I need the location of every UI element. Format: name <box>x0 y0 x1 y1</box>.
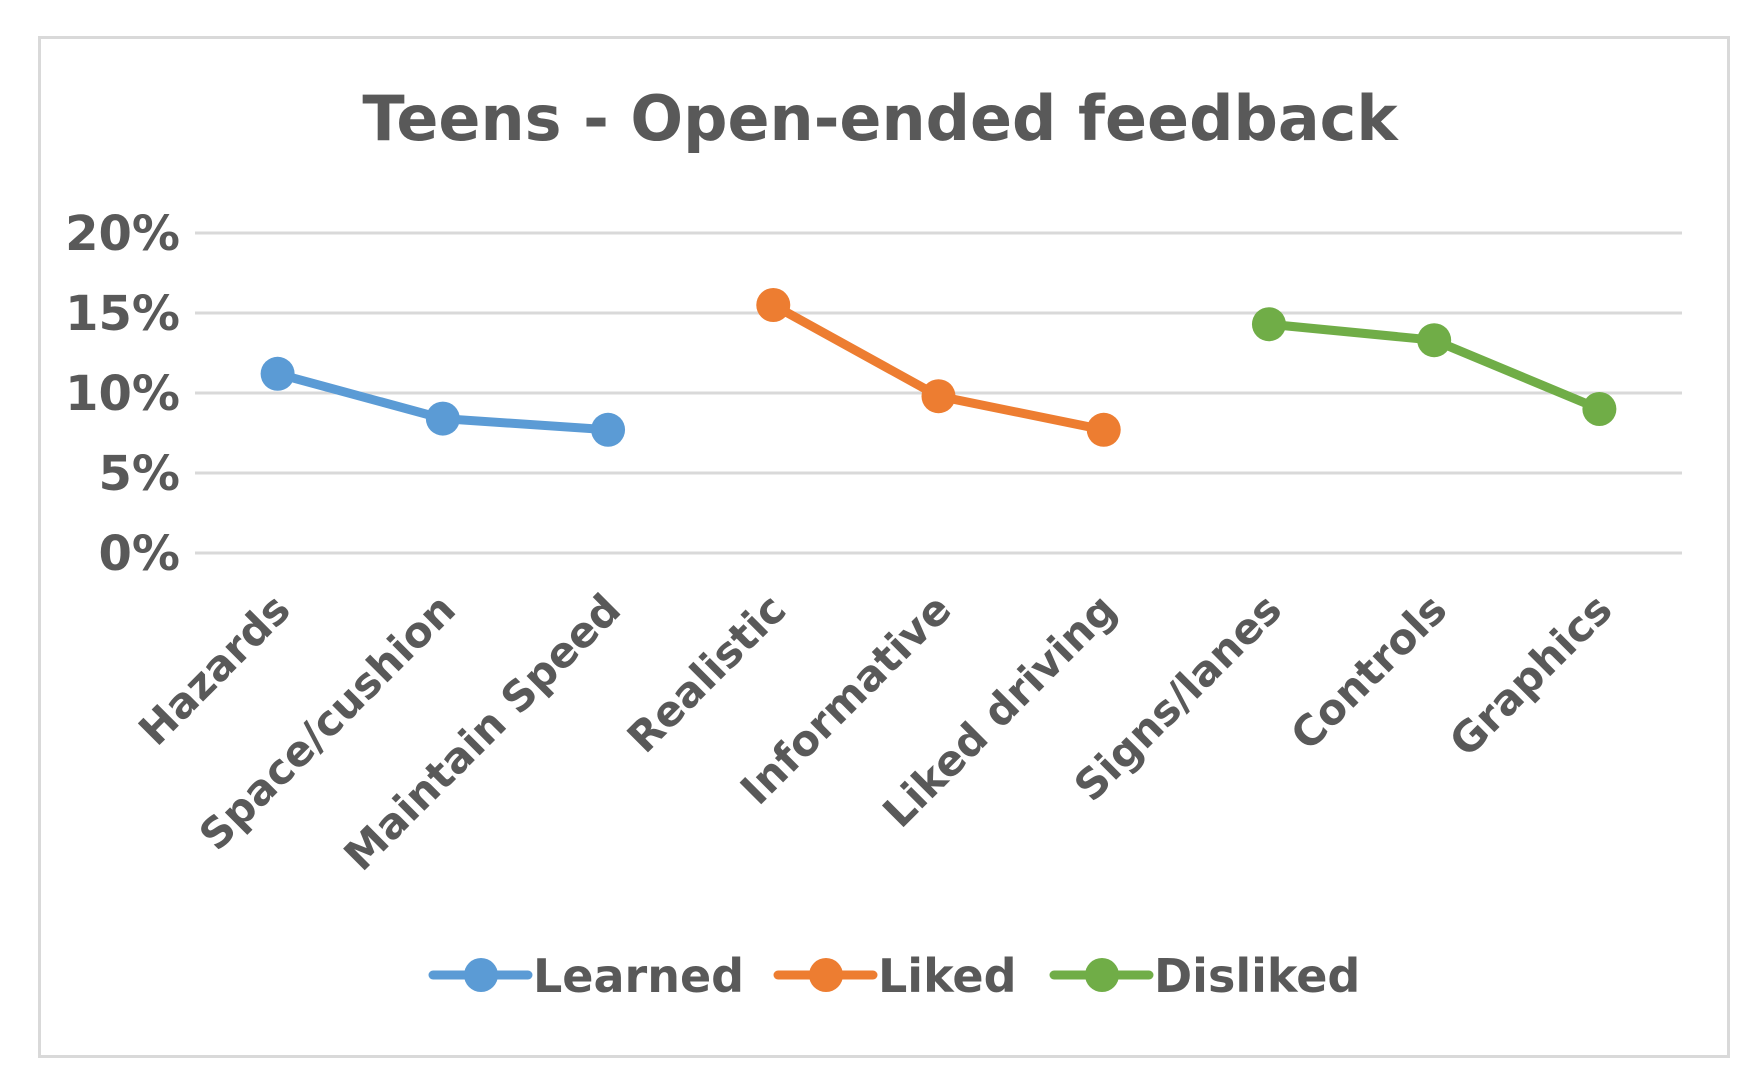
data-point-liked <box>756 288 791 322</box>
series-lines <box>260 288 1617 447</box>
data-point-learned <box>591 412 626 447</box>
y-tick-label: 5% <box>99 446 181 502</box>
chart-title: Teens - Open-ended feedback <box>362 82 1399 155</box>
legend-marker-disliked <box>1085 958 1119 992</box>
data-point-liked <box>921 379 956 414</box>
legend-label-liked: Liked <box>878 949 1017 1003</box>
legend-marker-learned <box>464 958 498 992</box>
data-point-learned <box>425 401 460 436</box>
y-tick-label: 10% <box>65 366 180 422</box>
x-tick-label: Graphics <box>1440 584 1622 766</box>
x-tick-label: Controls <box>1281 584 1456 759</box>
legend-label-learned: Learned <box>533 949 744 1003</box>
legend-label-disliked: Disliked <box>1154 949 1360 1003</box>
legend: Learned Liked Disliked <box>428 949 1360 1003</box>
chart-frame <box>38 36 1730 1058</box>
x-tick-label: Maintain Speed <box>334 584 630 880</box>
y-tick-label: 15% <box>65 286 180 342</box>
y-tick-label: 20% <box>65 206 180 262</box>
data-point-liked <box>1086 412 1121 447</box>
data-point-learned <box>260 356 295 391</box>
data-point-disliked <box>1417 323 1452 358</box>
data-point-disliked <box>1582 392 1617 426</box>
x-tick-label: Realistic <box>618 584 796 762</box>
y-tick-label: 0% <box>99 526 181 582</box>
x-tick-label: Hazards <box>129 584 299 754</box>
y-axis-tick-labels: 0% 5% 10% 15% 20% <box>65 206 180 582</box>
legend-marker-liked <box>809 958 843 992</box>
data-point-disliked <box>1251 307 1286 342</box>
gridlines <box>195 231 1682 555</box>
